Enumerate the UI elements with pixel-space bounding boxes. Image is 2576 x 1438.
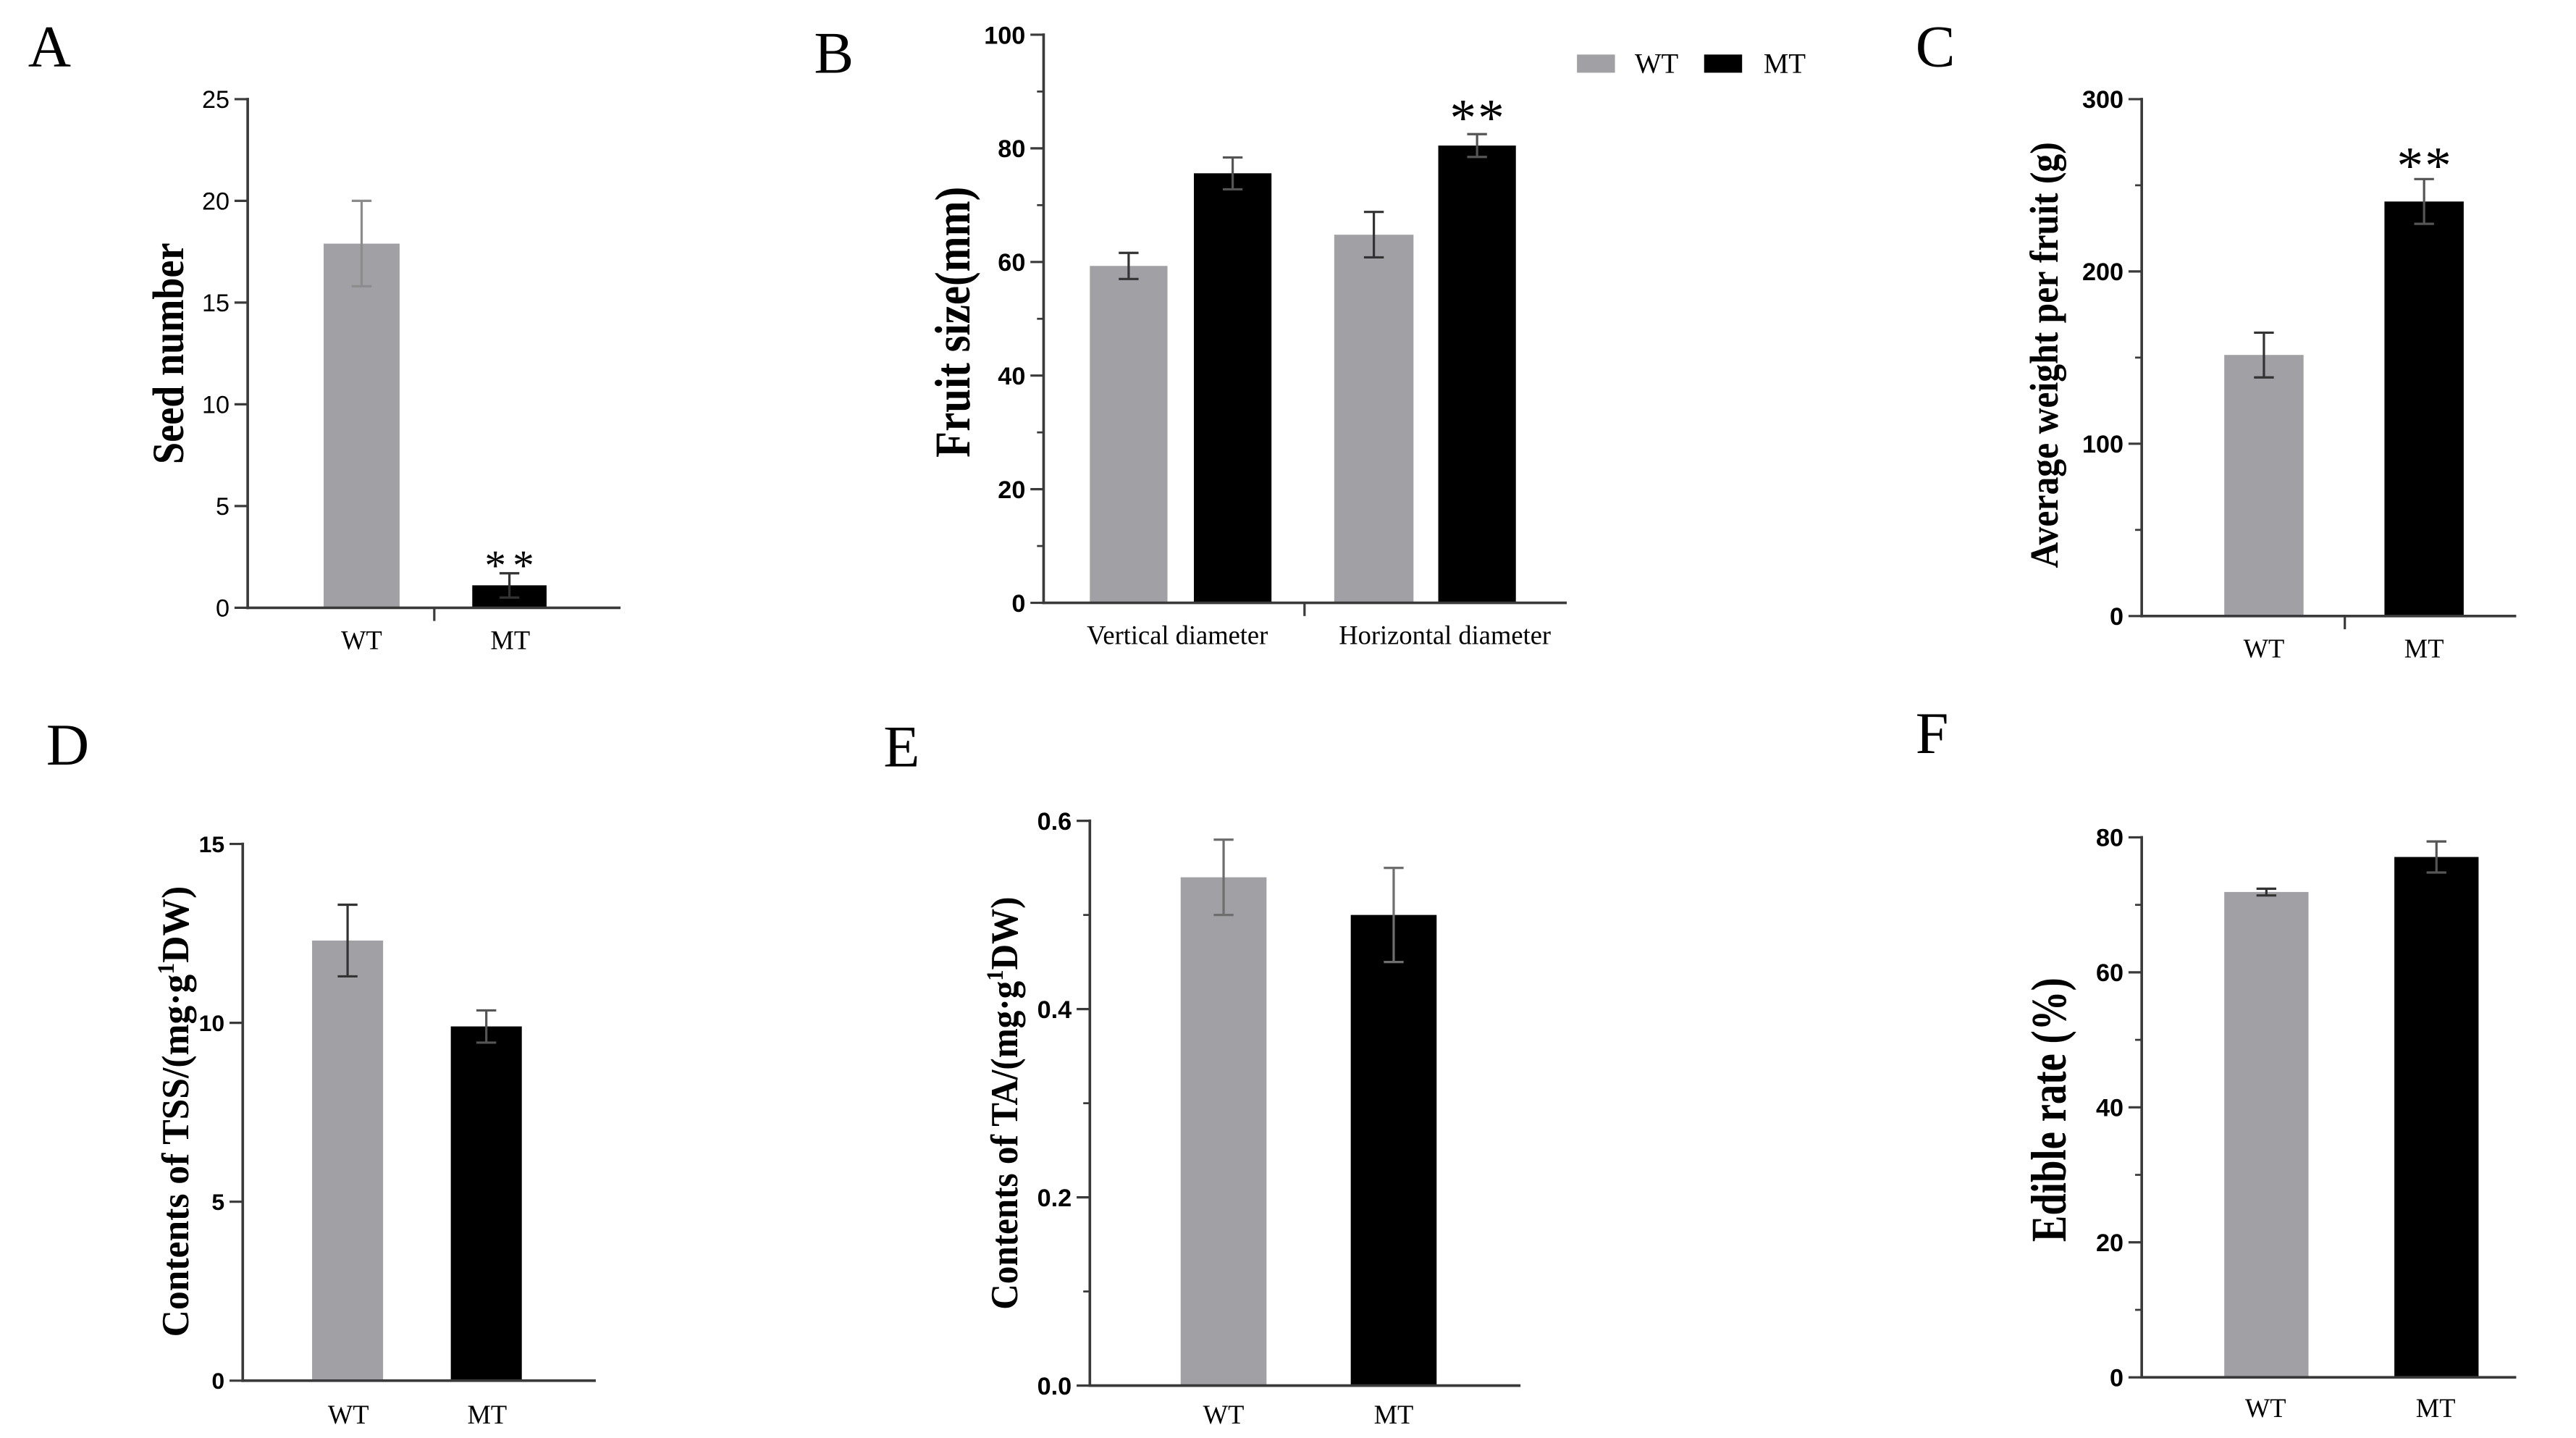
x-tick-label: WT (2244, 634, 2285, 663)
y-tick-label: 0.2 (1037, 1185, 1072, 1212)
y-tick-label: 200 (2082, 258, 2123, 286)
y-axis-label-text: Fruit size(mm) (925, 187, 980, 458)
bar-mt (1193, 173, 1272, 603)
y-tick-label: 15 (202, 290, 230, 317)
panel-letter: D (46, 712, 89, 778)
y-tick-label: 0 (2110, 603, 2123, 631)
bar-wt (2224, 355, 2304, 616)
chart-panel-a: A Seed number 0 5 10 15 20 25 WT MT ** (28, 13, 621, 655)
y-tick-label: 5 (216, 493, 230, 521)
bar-mt (1438, 146, 1516, 603)
bar-wt (1334, 235, 1414, 603)
y-tick-label: 0.0 (1037, 1373, 1072, 1400)
y-axis-label: Contents of TA/(mg·g1DW) (982, 897, 1026, 1310)
x-tick-label: MT (467, 1400, 507, 1429)
chart-panel-b: B Fruit size(mm) 0 20 40 60 80 100 Vertical diam… (814, 20, 1806, 649)
y-tick-label: 15 (199, 831, 225, 857)
bar-mt (2384, 201, 2464, 616)
panel-letter: B (814, 20, 854, 85)
y-tick-label: 0 (1011, 590, 1025, 618)
significance-marker: ** (2397, 136, 2454, 195)
x-tick-label: Vertical diameter (1087, 621, 1268, 650)
y-tick-label: 0 (216, 595, 230, 623)
y-axis-label-text: Contents of TA/(mg·g (984, 981, 1026, 1310)
y-tick-label: 60 (998, 249, 1025, 277)
y-tick-label: 300 (2082, 86, 2123, 114)
y-axis-label: Edible rate (%) (2021, 977, 2076, 1242)
x-tick-label: Horizontal diameter (1339, 621, 1551, 650)
x-tick-label: WT (2245, 1393, 2286, 1423)
y-tick-label: 40 (998, 363, 1025, 390)
bar-wt (324, 243, 400, 608)
y-axis-label-text: Edible rate (%) (2021, 977, 2076, 1242)
y-tick-label: 0.6 (1037, 808, 1072, 836)
y-tick-label: 20 (202, 188, 230, 216)
y-axis-label-unit: DW) (984, 897, 1026, 970)
y-tick-label: 40 (2096, 1095, 2123, 1122)
legend-label: MT (1764, 48, 1806, 79)
y-tick-label: 0 (211, 1368, 224, 1394)
y-tick-label: 5 (211, 1189, 224, 1215)
x-tick-label: WT (1203, 1400, 1245, 1429)
bar-wt (312, 940, 384, 1381)
bar-wt (2224, 891, 2309, 1378)
y-axis-label: Contents of TSS/(mg·g1DW) (153, 886, 197, 1337)
y-axis-label: Fruit size(mm) (925, 187, 980, 458)
y-tick-label: 20 (998, 476, 1025, 504)
chart-panel-e: E Contents of TA/(mg·g1DW) 0.0 0.2 0.4 0.6 WT M… (883, 713, 1521, 1429)
panel-letter: E (883, 713, 919, 779)
y-tick-label: 10 (199, 1010, 225, 1036)
legend-swatch-mt (1704, 54, 1743, 73)
panel-letter: C (1916, 13, 1956, 79)
legend-label: WT (1635, 48, 1679, 79)
y-tick-label: 25 (202, 86, 230, 114)
chart-panel-d: D Contents of TSS/(mg·g1DW) 0 5 10 15 WT MT (46, 712, 596, 1429)
y-tick-label: 20 (2096, 1229, 2123, 1257)
x-tick-label: MT (1374, 1400, 1414, 1429)
y-tick-label: 0 (2110, 1365, 2123, 1392)
y-axis-label-text: Average weight per fruit (g) (2022, 142, 2066, 568)
bar-mt (2394, 857, 2479, 1378)
bar-mt (450, 1026, 522, 1381)
significance-marker: ** (1450, 88, 1507, 147)
panel-letter: A (28, 13, 71, 79)
y-tick-label: 60 (2096, 959, 2123, 987)
y-tick-label: 10 (202, 392, 230, 419)
y-axis-label: Seed number (144, 243, 193, 464)
chart-panel-f: F Edible rate (%) 0 20 40 60 80 WT MT (1916, 700, 2517, 1423)
bar-wt (1090, 266, 1168, 603)
y-tick-label: 80 (998, 135, 1025, 163)
significance-marker: ** (484, 542, 541, 589)
y-tick-label: 100 (984, 22, 1025, 49)
y-axis-label-unit: DW) (155, 886, 197, 963)
y-tick-label: 80 (2096, 825, 2123, 852)
x-tick-label: MT (490, 625, 530, 655)
x-tick-label: WT (328, 1400, 369, 1429)
chart-panel-c: C Average weight per fruit (g) 0 100 200 300 W… (1916, 13, 2517, 663)
y-tick-label: 0.4 (1037, 996, 1072, 1024)
panel-letter: F (1916, 700, 1949, 766)
bar-mt (1350, 914, 1437, 1386)
y-tick-label: 100 (2082, 431, 2123, 458)
y-axis-label-text: Seed number (144, 243, 193, 464)
x-tick-label: WT (341, 625, 382, 655)
y-axis-label: Average weight per fruit (g) (2022, 142, 2066, 568)
bar-wt (1180, 877, 1267, 1386)
y-axis-label-superscript: 1 (982, 970, 1009, 980)
legend-swatch-wt (1577, 54, 1615, 73)
y-axis-label-text: Contents of TSS/(mg·g (155, 975, 197, 1337)
x-tick-label: MT (2404, 634, 2444, 663)
x-tick-label: MT (2416, 1393, 2456, 1423)
y-axis-label-superscript: 1 (153, 963, 180, 975)
